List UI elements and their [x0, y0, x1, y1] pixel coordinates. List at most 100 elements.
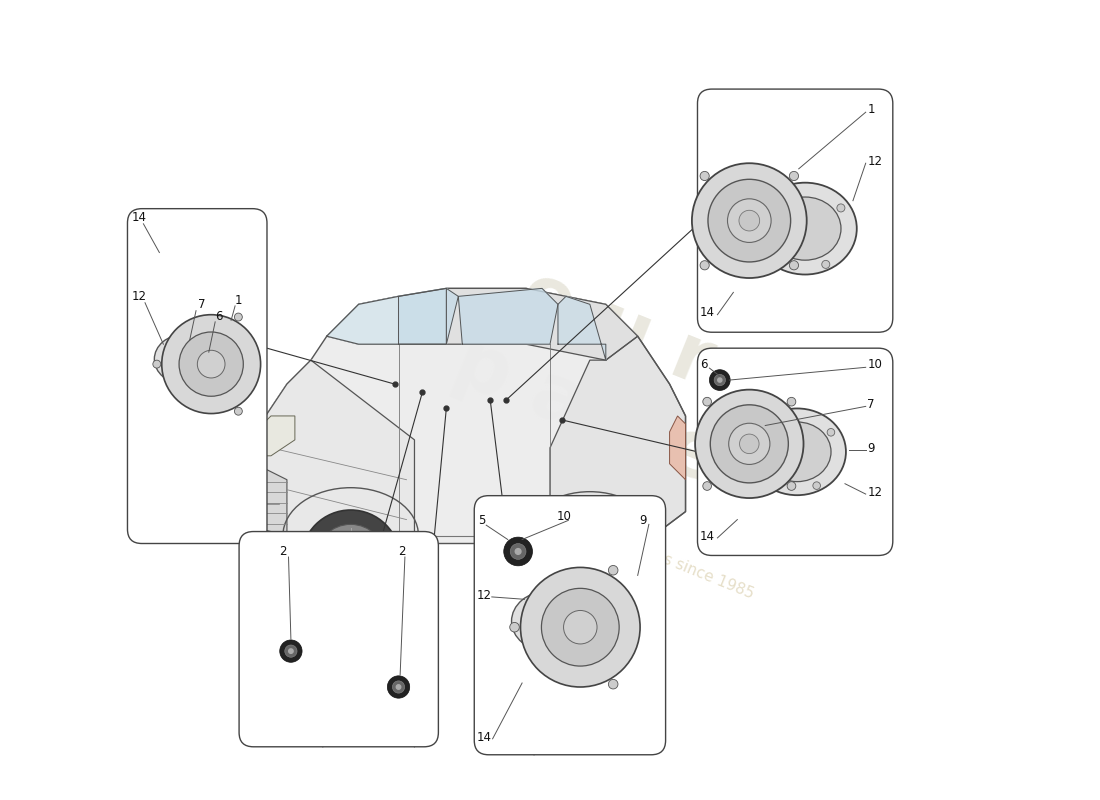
FancyBboxPatch shape — [128, 209, 267, 543]
Circle shape — [773, 414, 781, 422]
Circle shape — [153, 360, 161, 368]
Circle shape — [711, 405, 789, 483]
Circle shape — [728, 423, 770, 465]
Text: a passion for parts since 1985: a passion for parts since 1985 — [537, 502, 757, 602]
Circle shape — [695, 390, 803, 498]
Ellipse shape — [763, 422, 830, 482]
Polygon shape — [327, 288, 638, 360]
Circle shape — [692, 163, 806, 278]
Text: 12: 12 — [132, 290, 146, 303]
Circle shape — [279, 640, 302, 662]
Circle shape — [333, 542, 369, 577]
Circle shape — [234, 407, 242, 415]
Ellipse shape — [527, 605, 569, 638]
Circle shape — [509, 622, 519, 632]
Polygon shape — [255, 464, 287, 535]
Circle shape — [316, 524, 386, 594]
Circle shape — [393, 681, 405, 693]
Circle shape — [790, 261, 799, 270]
Polygon shape — [255, 360, 415, 543]
Text: 5: 5 — [478, 514, 485, 526]
FancyBboxPatch shape — [697, 89, 893, 332]
Circle shape — [788, 482, 795, 490]
Circle shape — [759, 467, 767, 475]
Text: 6: 6 — [700, 358, 707, 371]
Circle shape — [608, 679, 618, 689]
FancyBboxPatch shape — [239, 531, 439, 746]
Polygon shape — [327, 288, 447, 344]
Text: 14: 14 — [132, 210, 146, 224]
Circle shape — [541, 588, 619, 666]
Text: 14: 14 — [700, 530, 715, 542]
Circle shape — [790, 171, 799, 181]
Circle shape — [788, 398, 795, 406]
Circle shape — [179, 332, 243, 396]
Circle shape — [766, 246, 773, 254]
Ellipse shape — [769, 197, 842, 260]
Ellipse shape — [512, 591, 583, 651]
Circle shape — [727, 199, 771, 242]
Circle shape — [396, 685, 400, 690]
Polygon shape — [459, 288, 558, 344]
Text: 9: 9 — [867, 442, 875, 455]
Circle shape — [197, 350, 226, 378]
Circle shape — [504, 537, 532, 566]
Circle shape — [717, 378, 722, 382]
Circle shape — [608, 566, 618, 575]
FancyBboxPatch shape — [474, 496, 666, 754]
Circle shape — [285, 645, 297, 658]
Text: 9: 9 — [639, 514, 647, 526]
Circle shape — [563, 610, 597, 644]
Circle shape — [515, 549, 521, 554]
Text: 6: 6 — [216, 310, 222, 323]
Circle shape — [827, 429, 835, 436]
Circle shape — [288, 649, 293, 654]
Text: 12: 12 — [867, 486, 882, 498]
Ellipse shape — [748, 409, 846, 495]
Text: 2: 2 — [279, 546, 286, 558]
Text: 10: 10 — [867, 358, 882, 371]
Text: 10: 10 — [557, 510, 571, 522]
Polygon shape — [248, 288, 685, 543]
Circle shape — [822, 260, 829, 269]
Text: 14: 14 — [700, 306, 715, 319]
Text: 12: 12 — [867, 155, 882, 168]
Circle shape — [578, 543, 609, 575]
Circle shape — [301, 510, 400, 609]
Polygon shape — [255, 416, 295, 456]
Text: 1: 1 — [867, 103, 875, 116]
Polygon shape — [550, 336, 685, 543]
Circle shape — [387, 676, 409, 698]
Text: 1: 1 — [235, 294, 243, 307]
Circle shape — [714, 374, 726, 386]
Circle shape — [837, 204, 845, 212]
Circle shape — [510, 543, 526, 559]
Circle shape — [234, 313, 242, 321]
Circle shape — [548, 514, 640, 606]
Circle shape — [813, 482, 821, 490]
Circle shape — [700, 171, 710, 181]
Text: 12: 12 — [476, 590, 492, 602]
Circle shape — [708, 179, 791, 262]
Circle shape — [780, 189, 789, 197]
Text: 7: 7 — [198, 298, 205, 311]
Circle shape — [710, 370, 730, 390]
Circle shape — [703, 398, 712, 406]
Ellipse shape — [754, 182, 857, 274]
Circle shape — [703, 482, 712, 490]
Polygon shape — [398, 288, 459, 344]
Circle shape — [520, 567, 640, 687]
Polygon shape — [558, 296, 606, 360]
Circle shape — [739, 210, 760, 231]
Circle shape — [562, 527, 626, 591]
Ellipse shape — [167, 346, 201, 373]
Text: e u r o
p a r e s: e u r o p a r e s — [443, 242, 833, 526]
Polygon shape — [670, 416, 685, 480]
Circle shape — [162, 314, 261, 414]
Circle shape — [700, 261, 710, 270]
Text: 14: 14 — [476, 731, 492, 744]
FancyBboxPatch shape — [697, 348, 893, 555]
Text: 7: 7 — [867, 398, 875, 411]
Text: 2: 2 — [398, 546, 406, 558]
Circle shape — [739, 434, 759, 454]
